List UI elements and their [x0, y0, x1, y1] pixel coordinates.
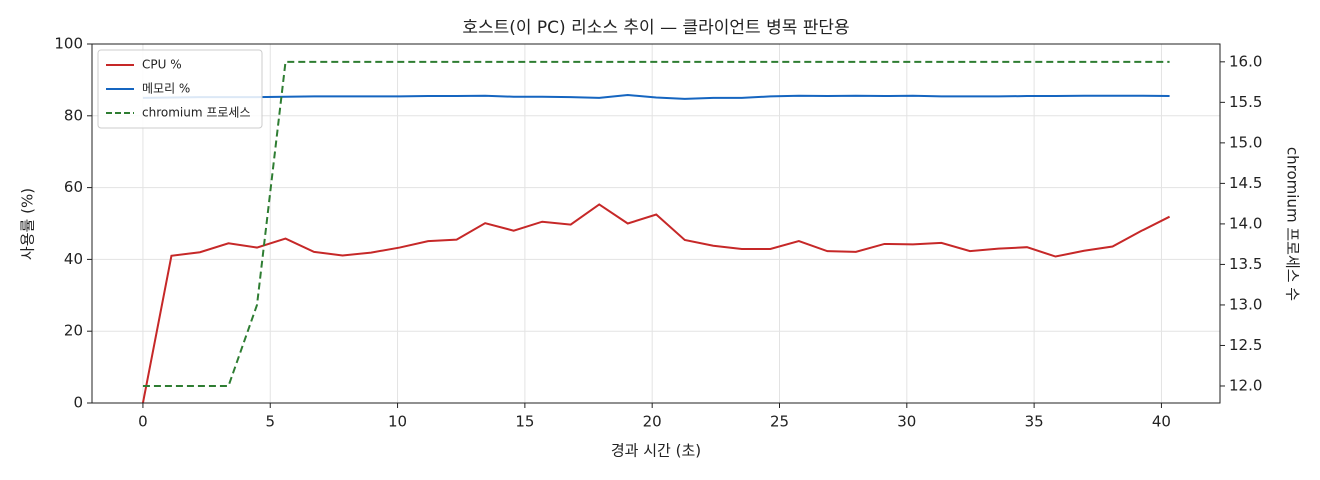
series-line — [141, 203, 1171, 404]
y2-tick-label: 12.5 — [1229, 336, 1262, 354]
y-tick-label: 80 — [64, 106, 83, 124]
y2-axis-label: chromium 프로세스 수 — [1284, 147, 1302, 301]
y2-tick-label: 13.5 — [1229, 255, 1262, 273]
x-tick-label: 40 — [1152, 413, 1171, 431]
x-tick-label: 5 — [265, 413, 275, 431]
y2-tick-label: 12.0 — [1229, 376, 1262, 394]
y-tick-label: 0 — [73, 394, 83, 412]
series-line — [142, 60, 1170, 387]
y2-tick-label: 16.0 — [1229, 52, 1262, 70]
chart-title: 호스트(이 PC) 리소스 추이 — 클라이언트 병목 판단용 — [462, 18, 849, 38]
y-tick-label: 60 — [64, 178, 83, 196]
y2-tick-label: 13.0 — [1229, 295, 1262, 313]
y-axis-label: 사용률 (%) — [19, 188, 37, 260]
x-tick-label: 25 — [770, 413, 789, 431]
legend-label: 메모리 % — [142, 82, 190, 96]
y2-tick-label: 14.5 — [1229, 174, 1262, 192]
series-line — [142, 93, 1170, 100]
legend-label: chromium 프로세스 — [142, 106, 251, 120]
x-tick-label: 35 — [1025, 413, 1044, 431]
plot-frame — [91, 43, 1221, 404]
legend-label: CPU % — [142, 58, 182, 72]
y-tick-label: 20 — [64, 322, 83, 340]
x-axis-label: 경과 시간 (초) — [611, 442, 701, 460]
x-tick-label: 20 — [643, 413, 662, 431]
y-tick-label: 40 — [64, 250, 83, 268]
x-tick-label: 0 — [138, 413, 148, 431]
y2-tick-label: 15.0 — [1229, 133, 1262, 151]
x-tick-label: 10 — [388, 413, 407, 431]
y2-tick-label: 14.0 — [1229, 214, 1262, 232]
x-tick-label: 15 — [515, 413, 534, 431]
y-tick-label: 100 — [54, 35, 83, 53]
y2-tick-label: 15.5 — [1229, 93, 1262, 111]
x-tick-label: 30 — [897, 413, 916, 431]
legend-box — [97, 49, 263, 129]
